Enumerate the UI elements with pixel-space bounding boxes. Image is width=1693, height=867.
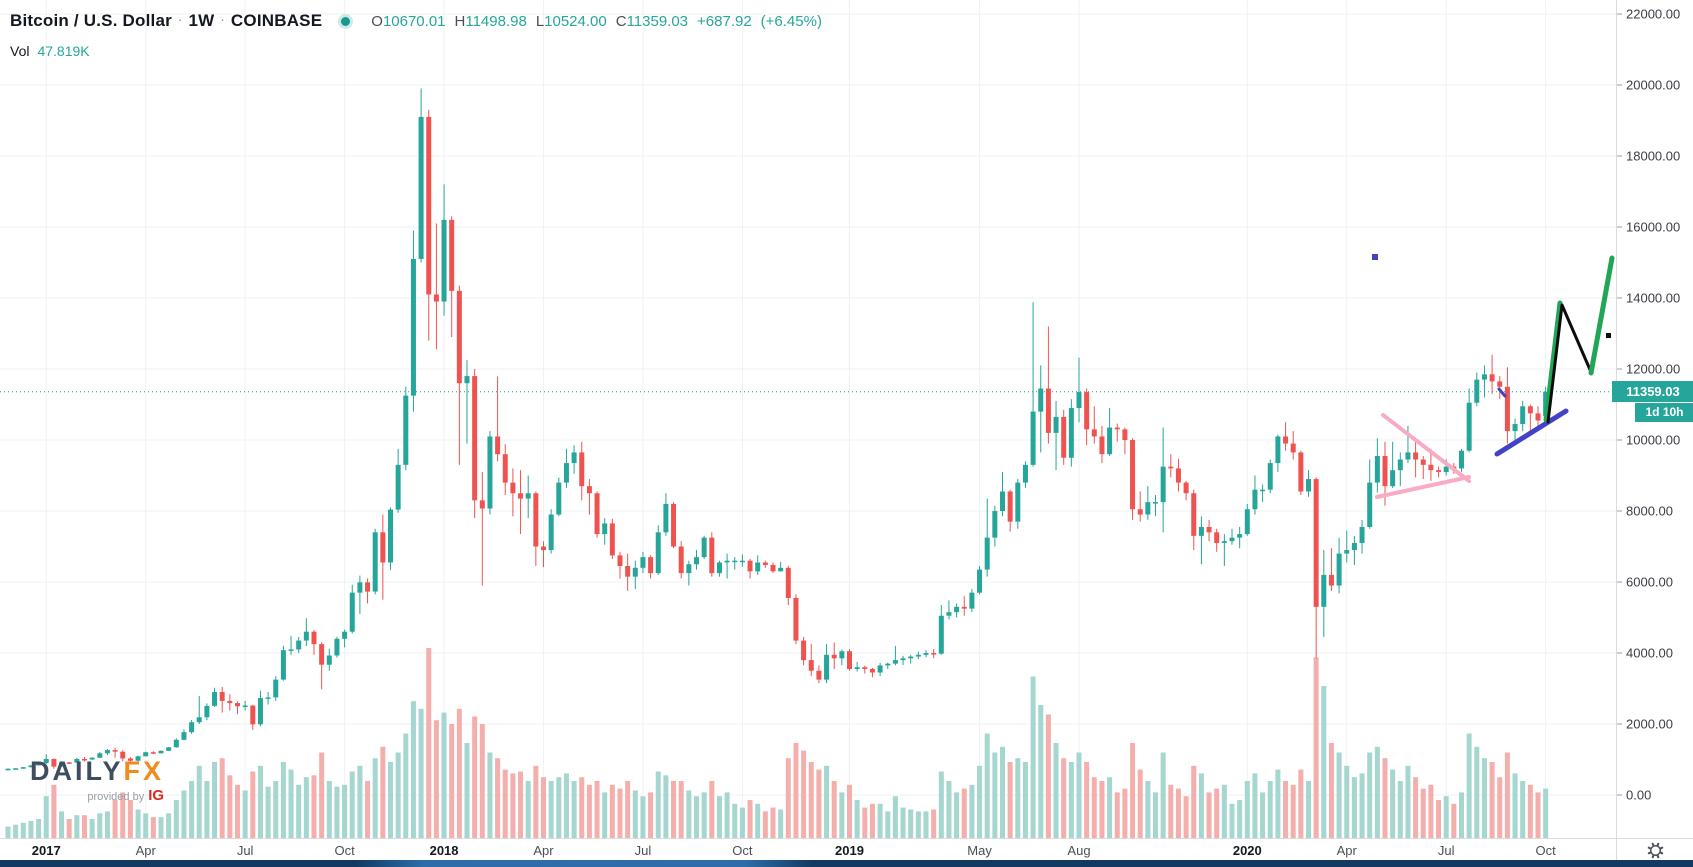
price-axis-label: 6000.00 [1617,575,1673,590]
time-axis-label: Oct [334,843,355,858]
low-label: L [535,12,545,30]
blue-dot-marker[interactable] [1372,254,1378,260]
close-value: 11359.03 [626,12,689,30]
data-status-icon[interactable] [338,13,354,29]
dailyfx-logo-fx: FX [123,756,165,786]
interval-label: 1W [188,11,215,30]
provided-by-text: provided by [87,791,145,803]
volume-indicator-legend: Vol 47.819K [10,43,90,59]
time-axis-label: 2017 [31,843,61,858]
time-axis-label: Jul [1437,843,1455,858]
black-zigzag-line[interactable] [1546,303,1593,424]
exchange-label: COINBASE [230,11,323,30]
green-impulse-line-1[interactable] [1543,300,1563,423]
price-axis-label: 4000.00 [1617,646,1673,661]
open-label: O [371,12,383,30]
user-drawings[interactable] [1372,254,1615,499]
time-axis-label: Apr [135,843,156,858]
axis-corner [1616,838,1693,861]
price-axis-label: 20000.00 [1617,78,1680,93]
time-axis-label: Oct [1535,843,1556,858]
separator-dot: · [177,12,183,27]
volume-value: 47.819K [37,43,90,59]
price-axis-label: 8000.00 [1617,504,1673,519]
price-axis[interactable]: 11359.03 1d 10h 22000.00 20000.00 18000.00… [1612,0,1693,838]
price-axis-label: 18000.00 [1617,149,1680,164]
bar-countdown-badge: 1d 10h [1635,402,1693,422]
candles-series [5,88,1549,771]
time-axis[interactable]: 2017 Apr Jul Oct 2018 Apr Jul Oct 2019 May Aug 2020… [0,838,1616,861]
time-axis-label: Jul [634,843,652,858]
time-axis-label: Jul [236,843,254,858]
time-axis-label: Aug [1067,843,1091,858]
change-value: +687.92 [697,12,752,30]
high-label: H [454,12,466,30]
separator-dot: · [220,12,225,27]
price-axis-label: 0.00 [1617,788,1651,803]
candlestick-chart-canvas[interactable] [0,0,1616,860]
blue-trendline[interactable] [1494,408,1569,457]
ohlc-readout: O10670.01 H11498.98 L10524.00 C11359.03 … [371,13,822,30]
dailyfx-watermark: DAILYFX provided by IG [30,756,165,804]
time-axis-label: Apr [1336,843,1357,858]
price-axis-label: 22000.00 [1617,7,1680,22]
symbol-title: Bitcoin / U.S. Dollar · 1W · COINBASE [10,11,322,31]
pink-triangle-lower-line[interactable] [1375,475,1471,499]
settings-gear-icon[interactable] [1646,841,1665,860]
volume-label: Vol [10,43,30,59]
dailyfx-logo-text: DAILY [30,756,124,786]
change-percent: (+6.45%) [760,12,822,30]
price-axis-label: 12000.00 [1617,362,1680,377]
blue-tick-marker[interactable] [1497,387,1507,398]
black-dot-marker[interactable] [1606,333,1611,338]
open-value: 10670.01 [382,12,446,30]
current-price-badge: 11359.03 [1612,381,1693,403]
grid-lines [0,0,1616,838]
price-axis-label: 14000.00 [1617,291,1680,306]
low-value: 10524.00 [544,12,607,30]
ig-logo-text: IG [148,787,165,804]
price-axis-label: 2000.00 [1617,717,1673,732]
price-axis-label: 16000.00 [1617,220,1680,235]
time-axis-label: Oct [732,843,753,858]
bottom-scrollbar[interactable] [0,860,1693,867]
time-axis-label: 2019 [835,843,864,858]
high-value: 11498.98 [465,12,527,30]
price-axis-label: 10000.00 [1617,433,1680,448]
time-axis-label: 2018 [429,843,459,858]
close-label: C [615,12,627,30]
time-axis-label: Apr [533,843,554,858]
symbol-name: Bitcoin / U.S. Dollar [10,11,172,30]
pink-triangle-upper-line[interactable] [1381,413,1471,483]
chart-legend: Bitcoin / U.S. Dollar · 1W · COINBASE O10670… [10,11,822,31]
green-impulse-line-2[interactable] [1588,255,1615,376]
time-axis-label: 2020 [1232,843,1262,858]
time-axis-label: May [967,843,992,858]
volume-series [5,648,1549,838]
